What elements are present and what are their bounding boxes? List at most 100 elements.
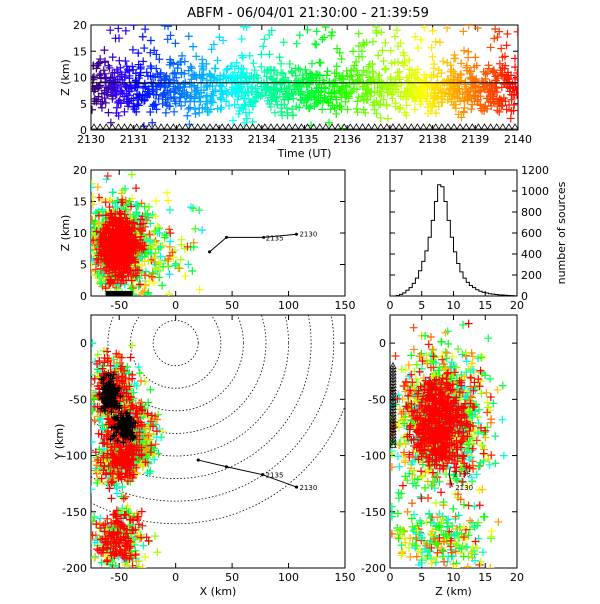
histogram-line [390, 185, 517, 296]
source-point [155, 229, 163, 237]
source-point [82, 281, 90, 289]
source-point [78, 244, 86, 252]
y-axis-label: Y (km) [53, 424, 66, 461]
y-tick-label: 0 [379, 337, 386, 350]
station-marker [195, 124, 201, 129]
source-point [249, 59, 257, 67]
y-tick-label: 5 [80, 259, 87, 272]
station-marker [225, 124, 231, 129]
source-point [308, 60, 316, 68]
track-point [261, 473, 264, 476]
source-point [159, 241, 167, 249]
station-marker [280, 124, 286, 129]
y-tick-label: 200 [521, 269, 542, 282]
source-point [411, 106, 419, 114]
source-point [71, 219, 79, 227]
source-point [151, 532, 159, 540]
x-tick-label: 5 [418, 299, 425, 312]
station-marker [390, 124, 396, 129]
station-marker [451, 124, 457, 129]
source-point [514, 28, 522, 36]
source-point [122, 27, 130, 35]
source-point [311, 40, 319, 48]
station-marker [292, 124, 298, 129]
station-marker [463, 124, 469, 129]
source-point [87, 485, 95, 493]
source-point [369, 38, 377, 46]
x-tick-label: 10 [447, 299, 461, 312]
station-marker [164, 124, 170, 129]
source-point [76, 369, 84, 377]
x-tick-label: 2137 [376, 133, 404, 146]
source-point [349, 47, 357, 55]
station-marker [122, 124, 128, 129]
source-point [185, 32, 193, 40]
x-tick-label: 2138 [419, 133, 447, 146]
x-tick-label: 2133 [205, 133, 233, 146]
station-marker [91, 124, 97, 129]
station-marker [384, 124, 390, 129]
histogram-frame [390, 170, 517, 296]
station-marker [323, 124, 329, 129]
source-point [322, 23, 330, 31]
figure-title: ABFM - 06/04/01 21:30:00 - 21:39:59 [187, 6, 429, 21]
source-point [276, 53, 284, 61]
station-marker [414, 124, 420, 129]
source-point [114, 24, 122, 32]
source-point [87, 184, 95, 192]
station-marker [115, 124, 121, 129]
source-point [503, 30, 511, 38]
range-ring [153, 321, 198, 366]
station-marker [256, 124, 262, 129]
y-tick-label: 1000 [521, 185, 549, 198]
source-point [192, 110, 200, 118]
station-marker [329, 124, 335, 129]
source-point [381, 39, 389, 47]
x-tick-label: 5 [418, 571, 425, 584]
station-marker [475, 124, 481, 129]
x-tick-label: 15 [478, 571, 492, 584]
y-tick-label: 0 [80, 290, 87, 303]
source-point [257, 50, 265, 58]
x-tick-label: -50 [110, 571, 128, 584]
source-point [132, 184, 140, 192]
source-point [136, 369, 144, 377]
source-point [313, 27, 321, 35]
station-marker [152, 124, 158, 129]
y-tick-label: 5 [80, 98, 87, 111]
source-point [147, 37, 155, 45]
source-point [277, 60, 285, 68]
source-point [260, 35, 268, 43]
x-tick-label: 0 [387, 299, 394, 312]
source-point [139, 33, 147, 41]
station-marker [176, 124, 182, 129]
track-point [225, 465, 228, 468]
y-tick-label: -50 [368, 393, 386, 406]
source-point [465, 21, 473, 29]
x-tick-label: 150 [335, 299, 356, 312]
y-tick-label: 15 [73, 45, 87, 58]
source-point [104, 109, 112, 117]
y-tick-label: 10 [73, 227, 87, 240]
station-marker [286, 124, 292, 129]
source-point [373, 110, 381, 118]
source-point [140, 44, 148, 52]
source-point [129, 571, 137, 579]
station-marker [317, 124, 323, 129]
station-marker [445, 124, 451, 129]
source-point [432, 38, 440, 46]
x-tick-label: 100 [278, 571, 299, 584]
track-point [208, 250, 211, 253]
source-point [393, 26, 401, 34]
x-tick-label: 0 [172, 299, 179, 312]
station-marker [262, 124, 268, 129]
source-point [90, 554, 98, 562]
source-point [89, 193, 97, 201]
station-marker [231, 124, 237, 129]
source-point [188, 267, 196, 275]
station-marker [219, 124, 225, 129]
source-point [507, 114, 515, 122]
source-point [238, 51, 246, 59]
